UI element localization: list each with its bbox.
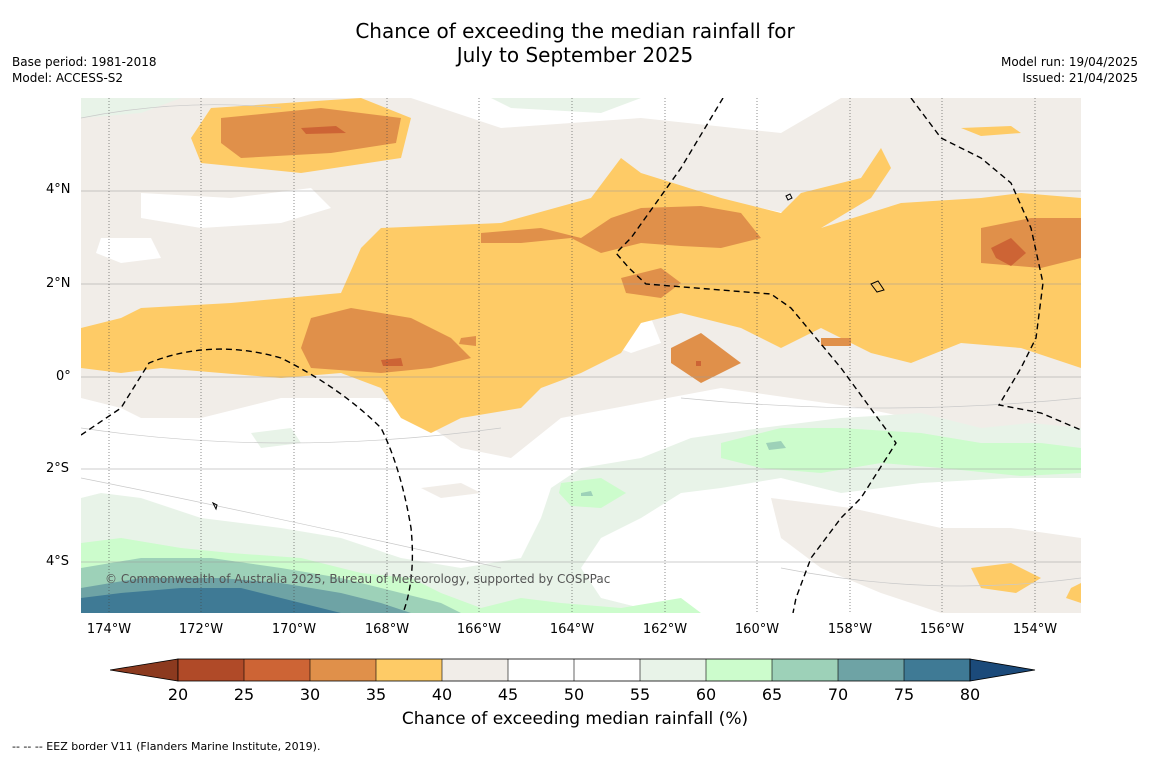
colorbar-bin-35-40: [376, 659, 442, 681]
lat-label-2n: 2°N: [46, 276, 71, 291]
lat-label-4n: 4°N: [46, 182, 71, 197]
lon-label-156w: 156°W: [919, 622, 965, 637]
colorbar-bin-50-55: [574, 659, 640, 681]
colorbar-bin-75-80: [904, 659, 970, 681]
title-line-1: Chance of exceeding the median rainfall …: [355, 19, 795, 43]
chart-title: Chance of exceeding the median rainfall …: [0, 19, 1150, 67]
lat-label-2s: 2°S: [46, 461, 70, 476]
lon-label-162w: 162°W: [642, 622, 688, 637]
lon-label-170w: 170°W: [271, 622, 317, 637]
colorbar-tick-55: 55: [629, 685, 651, 704]
rainfall-map: [81, 98, 1081, 613]
lon-label-160w: 160°W: [734, 622, 780, 637]
islands: [211, 193, 885, 511]
band-75-80: [81, 588, 341, 613]
colorbar-bin-25-30: [244, 659, 310, 681]
eez-border: [81, 98, 1081, 613]
colorbar-tick-45: 45: [497, 685, 519, 704]
contour-lines: [81, 104, 1081, 587]
colorbar-bin-70-75: [838, 659, 904, 681]
issued-date: Issued: 21/04/2025: [1022, 71, 1138, 85]
eez-footnote: -- -- -- EEZ border V11 (Flanders Marine…: [12, 740, 321, 753]
colorbar-tick-20: 20: [167, 685, 189, 704]
band-25-30: [301, 126, 1026, 366]
lon-label-172w: 172°W: [178, 622, 224, 637]
colorbar: [110, 658, 1036, 682]
lon-label-168w: 168°W: [364, 622, 410, 637]
model-name: Model: ACCESS-S2: [12, 71, 124, 85]
model-run: Model run: 19/04/2025: [1000, 55, 1138, 69]
colorbar-bin-30-35: [310, 659, 376, 681]
lat-label-0: 0°: [56, 369, 71, 384]
meta-right: Model run: 19/04/2025 Issued: 21/04/2025: [1001, 54, 1138, 86]
graticule-lat: [81, 190, 1081, 563]
lat-label-4s: 4°S: [46, 554, 70, 569]
colorbar-bin-45-50: [508, 659, 574, 681]
lon-label-166w: 166°W: [456, 622, 502, 637]
graticule-lon: [108, 98, 1036, 613]
colorbar-tick-80: 80: [959, 685, 981, 704]
lon-label-158w: 158°W: [827, 622, 873, 637]
colorbar-bin-20-25: [178, 659, 244, 681]
band-30-35: [221, 108, 1081, 383]
colorbar-tick-30: 30: [299, 685, 321, 704]
colorbar-extend-high: [969, 658, 1036, 682]
colorbar-dividers: [243, 659, 905, 681]
colorbar-tick-60: 60: [695, 685, 717, 704]
colorbar-bin-60-65: [706, 659, 772, 681]
colorbar-bin-65-70: [772, 659, 838, 681]
lon-label-154w: 154°W: [1012, 622, 1058, 637]
colorbar-tick-35: 35: [365, 685, 387, 704]
map-svg: [81, 98, 1081, 613]
base-period: Base period: 1981-2018: [12, 55, 157, 69]
colorbar-extend-low: [110, 658, 179, 682]
meta-left: Base period: 1981-2018 Model: ACCESS-S2: [12, 54, 157, 86]
colorbar-tick-65: 65: [761, 685, 783, 704]
colorbar-tick-25: 25: [233, 685, 255, 704]
colorbar-label: Chance of exceeding median rainfall (%): [401, 709, 749, 729]
copyright-notice: © Commonwealth of Australia 2025, Bureau…: [105, 572, 611, 586]
colorbar-bin-40-45: [442, 659, 508, 681]
lon-label-174w: 174°W: [86, 622, 132, 637]
colorbar-bin-55-60: [640, 659, 706, 681]
lon-label-164w: 164°W: [549, 622, 595, 637]
colorbar-tick-70: 70: [827, 685, 849, 704]
title-line-2: July to September 2025: [456, 43, 694, 67]
colorbar-tick-50: 50: [563, 685, 585, 704]
colorbar-tick-75: 75: [893, 685, 915, 704]
colorbar-tick-40: 40: [431, 685, 453, 704]
